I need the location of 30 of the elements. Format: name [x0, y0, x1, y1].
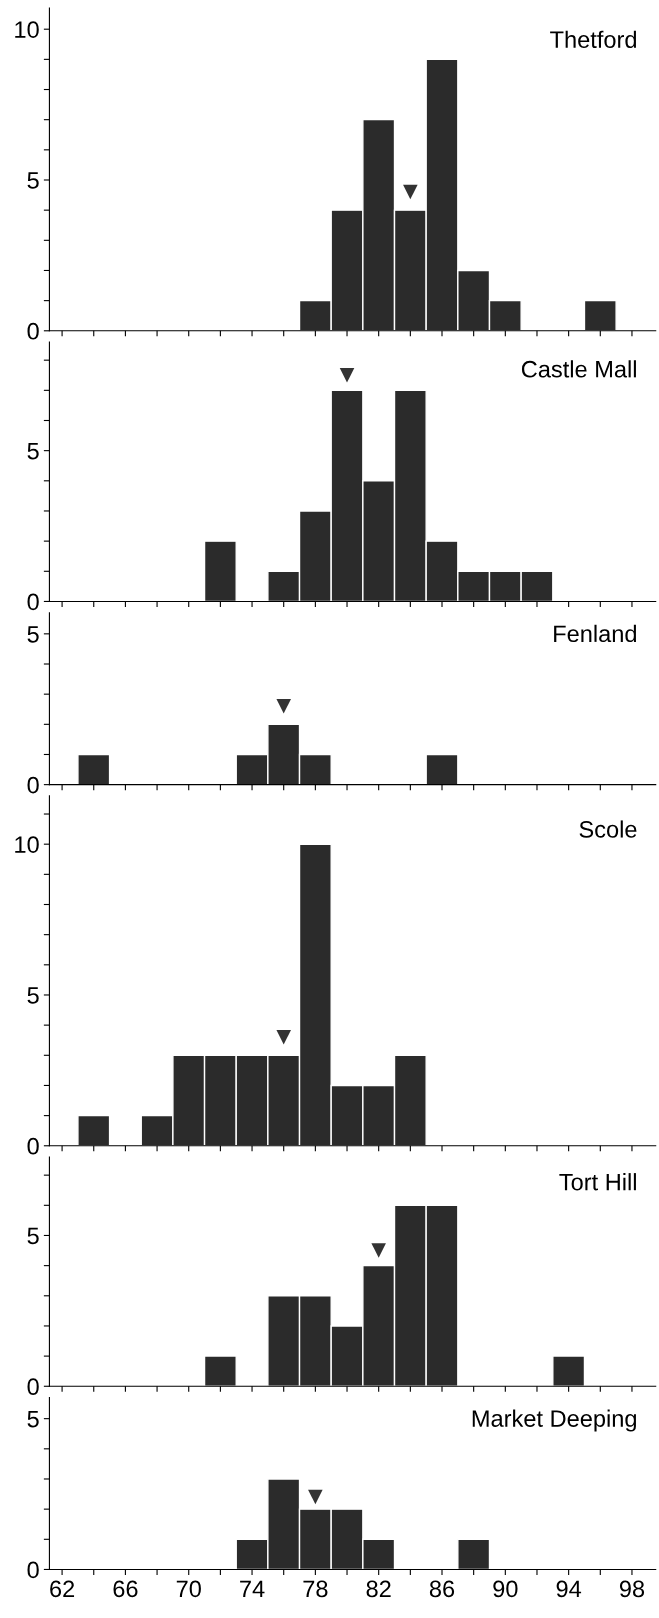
- y-tick-label: 0: [27, 322, 39, 340]
- y-tick-label: 0: [27, 1561, 39, 1579]
- x-tick-label: 94: [556, 1580, 582, 1598]
- chart-title: Fenland: [554, 624, 636, 643]
- y-tick-label: 0: [27, 1378, 39, 1396]
- y-tick-label: 5: [27, 626, 39, 643]
- y-tick-label: 10: [15, 21, 39, 38]
- text: Castle Mall: [521, 360, 636, 378]
- x-tick-label: 82: [366, 1580, 391, 1598]
- y-tick-label: 5: [27, 1410, 39, 1428]
- x-tick-label: 78: [303, 1580, 328, 1598]
- x-tick-label: 66: [113, 1580, 138, 1598]
- text: Scole: [579, 820, 637, 838]
- y-tick-label: 5: [27, 442, 39, 460]
- y-tick-label: 0: [27, 593, 39, 611]
- y-tick-label: 5: [27, 987, 39, 1004]
- text: Thetford: [550, 30, 636, 49]
- text: Tort Hill: [559, 1173, 636, 1191]
- x-tick-label: 70: [176, 1580, 201, 1598]
- y-tick-label: 0: [27, 1137, 39, 1155]
- y-tick-label: 10: [15, 836, 39, 853]
- x-tick-label: 98: [619, 1580, 645, 1598]
- y-tick-label: 0: [27, 776, 39, 794]
- x-tick-label: 74: [240, 1580, 265, 1597]
- chart-title: Market Deeping: [472, 1409, 637, 1432]
- x-tick-label: 90: [493, 1580, 518, 1598]
- x-tick-label: 86: [429, 1580, 455, 1598]
- y-tick-label: 5: [27, 1227, 39, 1245]
- y-tick-label: 5: [27, 172, 39, 189]
- x-tick-label: 62: [50, 1580, 75, 1598]
